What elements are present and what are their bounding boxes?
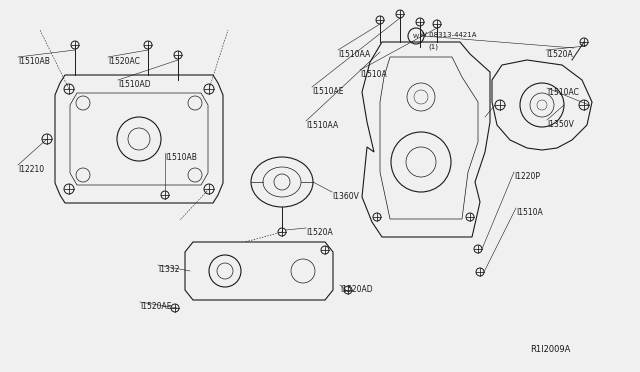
Text: I1510AA: I1510AA	[338, 50, 371, 59]
Text: I1510A: I1510A	[516, 208, 543, 217]
Text: I1520A: I1520A	[306, 228, 333, 237]
Text: I1510AE: I1510AE	[312, 87, 344, 96]
Text: W: W	[413, 34, 419, 39]
Text: I1220P: I1220P	[514, 172, 540, 181]
Text: I1510AB: I1510AB	[18, 57, 50, 66]
Text: I1520A: I1520A	[546, 50, 573, 59]
Text: I1350V: I1350V	[547, 120, 574, 129]
Text: I1360V: I1360V	[332, 192, 359, 201]
Text: I1332: I1332	[158, 265, 179, 274]
Text: I1520AC: I1520AC	[108, 57, 140, 66]
Text: I1520AD: I1520AD	[340, 285, 372, 294]
Text: I1520AE: I1520AE	[140, 302, 172, 311]
Text: I12210: I12210	[18, 165, 44, 174]
Text: W 08313-4421A: W 08313-4421A	[420, 32, 477, 38]
Text: I1510AA: I1510AA	[306, 121, 339, 130]
Text: I1510AB: I1510AB	[165, 153, 197, 162]
Text: I1510A: I1510A	[360, 70, 387, 79]
Text: (1): (1)	[428, 44, 438, 51]
Text: I1510AD: I1510AD	[118, 80, 150, 89]
Text: R1I2009A: R1I2009A	[530, 345, 570, 354]
Text: I1510AC: I1510AC	[547, 88, 579, 97]
